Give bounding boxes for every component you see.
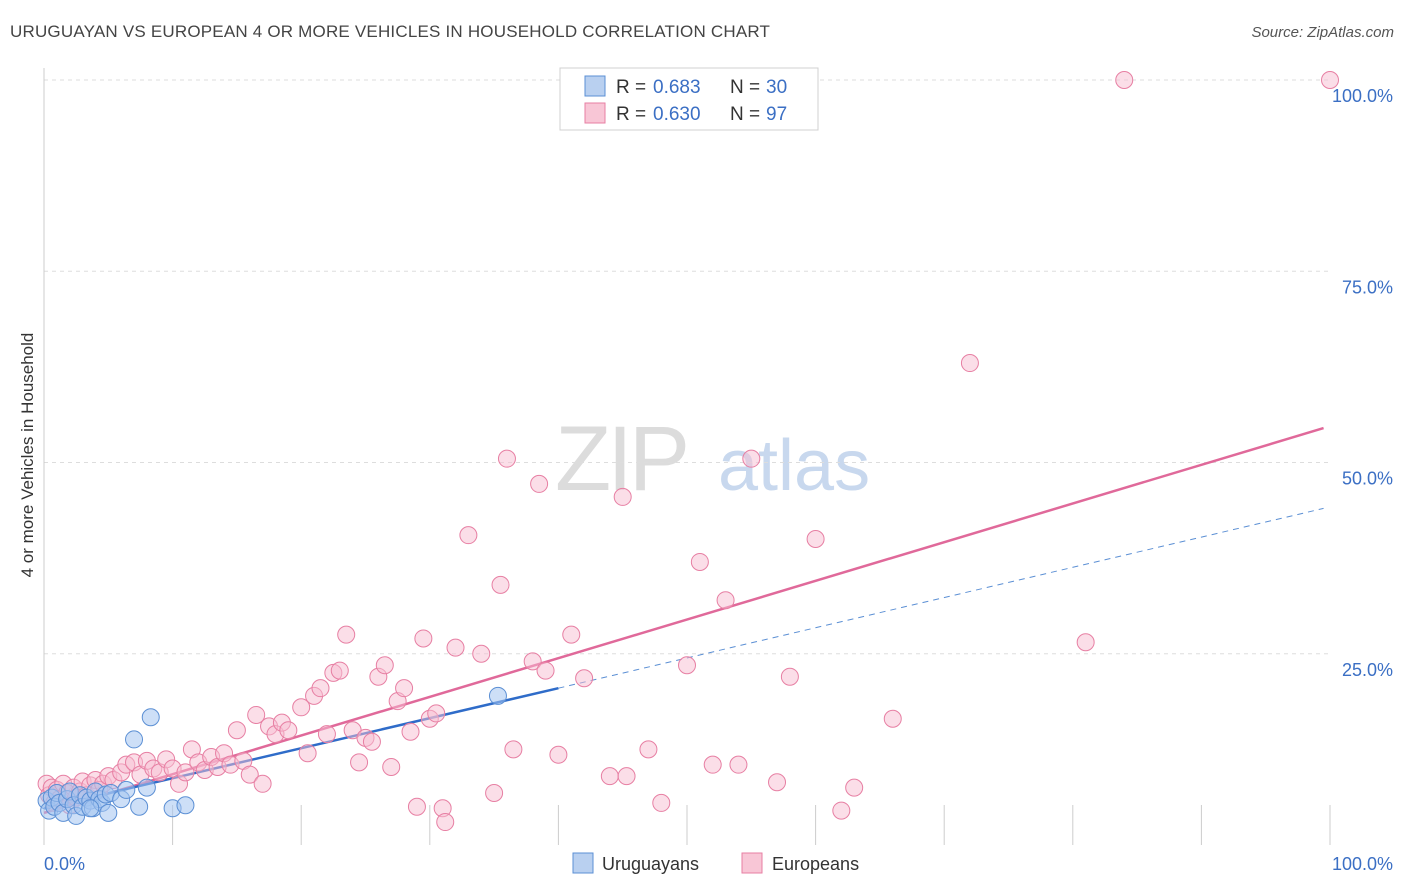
- point-europeans: [240, 765, 259, 784]
- point-europeans: [279, 721, 298, 740]
- watermark-atlas: atlas: [718, 426, 870, 506]
- point-europeans: [491, 575, 510, 594]
- data-points: [37, 71, 1339, 832]
- axes: [43, 68, 1331, 845]
- point-europeans: [311, 679, 330, 698]
- point-europeans: [1076, 633, 1095, 652]
- point-europeans: [617, 767, 636, 786]
- point-europeans: [414, 629, 433, 648]
- watermark: ZIP atlas: [555, 408, 870, 510]
- y-tick-labels: 25.0% 50.0% 75.0% 100.0%: [1332, 86, 1393, 680]
- trend-line-uruguayans-extension: [558, 507, 1324, 689]
- point-europeans: [253, 774, 272, 793]
- point-europeans: [780, 667, 799, 686]
- point-uruguayans: [488, 686, 507, 705]
- point-europeans: [446, 638, 465, 657]
- grid: [44, 79, 1330, 655]
- chart-title: URUGUAYAN VS EUROPEAN 4 OR MORE VEHICLES…: [10, 22, 771, 41]
- point-europeans: [375, 656, 394, 675]
- y-tick-label: 75.0%: [1342, 277, 1393, 297]
- point-europeans: [247, 705, 266, 724]
- x-tick-label-min: 0.0%: [44, 854, 85, 874]
- point-uruguayans: [137, 778, 156, 797]
- point-europeans: [536, 661, 555, 680]
- legend-swatch-europeans: [741, 852, 763, 874]
- point-europeans: [227, 721, 246, 740]
- stats-legend-swatch-europeans: [584, 102, 606, 124]
- x-tick-label-max: 100.0%: [1332, 854, 1393, 874]
- stats-n-value-uruguayans: 30: [766, 77, 787, 98]
- point-europeans: [845, 778, 864, 797]
- stats-legend-swatch-uruguayans: [584, 75, 606, 97]
- point-europeans: [350, 753, 369, 772]
- point-uruguayans: [117, 780, 136, 799]
- bottom-legend: Uruguayans Europeans: [572, 852, 859, 874]
- point-europeans: [742, 449, 761, 468]
- point-europeans: [768, 773, 787, 792]
- point-uruguayans: [81, 799, 100, 818]
- point-europeans: [562, 625, 581, 644]
- point-europeans: [652, 793, 671, 812]
- y-tick-label: 50.0%: [1342, 469, 1393, 489]
- point-europeans: [176, 763, 195, 782]
- point-uruguayans: [141, 708, 160, 727]
- point-europeans: [613, 487, 632, 506]
- point-europeans: [530, 474, 549, 493]
- stats-r-value-europeans: 0.630: [653, 104, 701, 125]
- point-europeans: [298, 744, 317, 763]
- legend-label-uruguayans: Uruguayans: [602, 854, 699, 874]
- point-europeans: [427, 704, 446, 723]
- point-europeans: [330, 661, 349, 680]
- point-europeans: [690, 552, 709, 571]
- point-europeans: [729, 755, 748, 774]
- point-europeans: [401, 722, 420, 741]
- point-europeans: [703, 755, 722, 774]
- point-uruguayans: [130, 797, 149, 816]
- stats-r-label-europeans: R =: [616, 104, 646, 125]
- point-europeans: [436, 813, 455, 832]
- point-europeans: [883, 709, 902, 728]
- point-europeans: [1321, 71, 1339, 89]
- point-europeans: [472, 644, 491, 663]
- point-europeans: [395, 679, 414, 698]
- point-europeans: [678, 656, 696, 675]
- point-europeans: [523, 652, 542, 671]
- legend-label-europeans: Europeans: [772, 854, 859, 874]
- point-europeans: [485, 783, 504, 802]
- point-europeans: [337, 625, 356, 644]
- y-tick-label: 25.0%: [1342, 660, 1393, 680]
- point-europeans: [362, 732, 381, 751]
- point-uruguayans: [176, 796, 195, 815]
- stats-n-label-europeans: N =: [730, 104, 760, 125]
- stats-r-label-uruguayans: R =: [616, 77, 646, 98]
- point-europeans: [639, 740, 658, 759]
- point-europeans: [1115, 71, 1134, 89]
- point-europeans: [382, 757, 401, 776]
- point-europeans: [549, 745, 568, 764]
- point-uruguayans: [99, 803, 118, 822]
- source-credit: Source: ZipAtlas.com: [1251, 24, 1394, 41]
- point-uruguayans: [125, 730, 144, 749]
- point-europeans: [832, 801, 851, 820]
- point-europeans: [317, 725, 336, 744]
- stats-legend: R = 0.683 N = 30 R = 0.630 N = 97: [559, 67, 819, 131]
- point-europeans: [292, 698, 311, 717]
- legend-swatch-uruguayans: [572, 852, 594, 874]
- point-europeans: [497, 449, 516, 468]
- stats-n-label-uruguayans: N =: [730, 77, 760, 98]
- y-tick-label: 100.0%: [1332, 86, 1393, 106]
- trend-line-europeans: [43, 426, 1324, 815]
- stats-r-value-uruguayans: 0.683: [653, 77, 701, 98]
- point-europeans: [600, 767, 619, 786]
- point-europeans: [459, 526, 478, 545]
- point-europeans: [716, 591, 735, 610]
- point-europeans: [504, 740, 523, 759]
- point-europeans: [806, 530, 825, 548]
- stats-n-value-europeans: 97: [766, 104, 787, 125]
- point-europeans: [575, 669, 594, 688]
- point-europeans: [407, 797, 426, 816]
- point-europeans: [960, 354, 979, 373]
